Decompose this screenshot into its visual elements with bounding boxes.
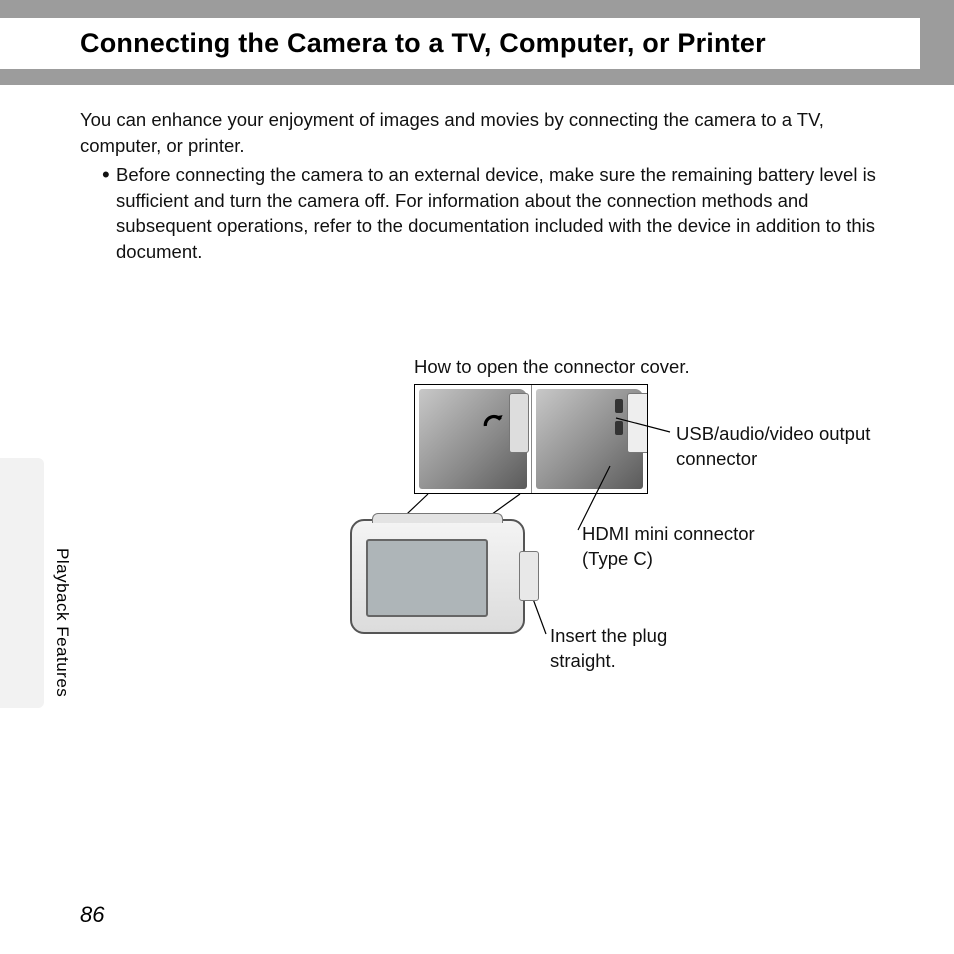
connector-ports — [615, 399, 623, 449]
diagram-area: How to open the connector cover. — [80, 354, 894, 714]
connector-cover-detail — [414, 384, 648, 494]
page-title: Connecting the Camera to a TV, Computer,… — [0, 28, 920, 59]
detail-open — [532, 385, 648, 493]
how-to-label: How to open the connector cover. — [414, 354, 690, 380]
detail-closed — [415, 385, 532, 493]
bullet-item: • Before connecting the camera to an ext… — [80, 162, 894, 264]
page-number: 86 — [80, 902, 104, 928]
usb-connector-label: USB/audio/video output connector — [676, 422, 906, 472]
open-arrow-icon — [481, 413, 507, 439]
connector-cover-closed — [509, 393, 529, 453]
camera-outline — [350, 519, 525, 634]
side-tab — [0, 458, 44, 708]
section-label: Playback Features — [52, 548, 72, 697]
camera-top-edge — [372, 513, 503, 523]
camera-illustration — [350, 519, 538, 639]
hdmi-connector-label: HDMI mini connector (Type C) — [582, 522, 802, 572]
intro-text: You can enhance your enjoyment of images… — [80, 107, 894, 158]
hdmi-port-icon — [615, 421, 623, 435]
camera-side-flap — [519, 551, 539, 601]
content-body: You can enhance your enjoyment of images… — [0, 85, 954, 714]
camera-screen — [366, 539, 488, 617]
plug-instruction-label: Insert the plug straight. — [550, 624, 730, 674]
header-inner: Connecting the Camera to a TV, Computer,… — [0, 18, 920, 69]
usb-port-icon — [615, 399, 623, 413]
header-bar: Connecting the Camera to a TV, Computer,… — [0, 0, 954, 85]
bullet-text: Before connecting the camera to an exter… — [116, 162, 894, 264]
bullet-dot-icon: • — [102, 162, 116, 264]
connector-cover-open — [627, 393, 648, 453]
